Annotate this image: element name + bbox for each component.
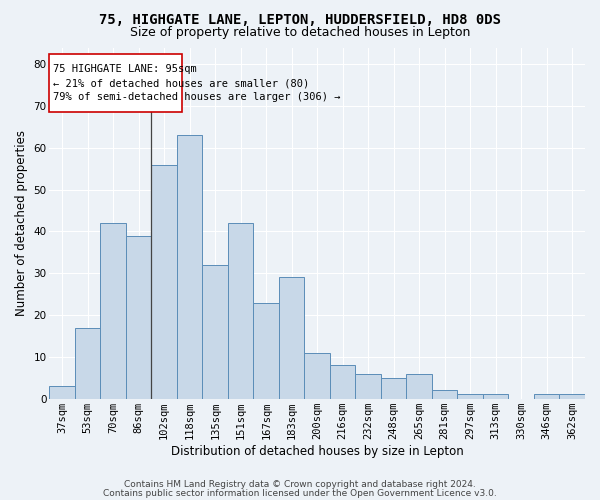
Bar (483, 394, 508, 398)
Bar (381, 378, 406, 398)
Bar (151, 164, 177, 398)
Bar (279, 278, 304, 398)
Bar (559, 394, 585, 398)
Text: 75, HIGHGATE LANE, LEPTON, HUDDERSFIELD, HD8 0DS: 75, HIGHGATE LANE, LEPTON, HUDDERSFIELD,… (99, 12, 501, 26)
Bar (432, 390, 457, 398)
Bar (457, 394, 483, 398)
X-axis label: Distribution of detached houses by size in Lepton: Distribution of detached houses by size … (171, 444, 464, 458)
Bar (534, 394, 559, 398)
Text: Contains HM Land Registry data © Crown copyright and database right 2024.: Contains HM Land Registry data © Crown c… (124, 480, 476, 489)
Bar (100, 223, 126, 398)
Y-axis label: Number of detached properties: Number of detached properties (15, 130, 28, 316)
Bar (304, 352, 330, 399)
Text: 75 HIGHGATE LANE: 95sqm
← 21% of detached houses are smaller (80)
79% of semi-de: 75 HIGHGATE LANE: 95sqm ← 21% of detache… (53, 64, 341, 102)
Bar (202, 265, 228, 398)
Bar (75, 328, 100, 398)
Bar (355, 374, 381, 398)
Text: Contains public sector information licensed under the Open Government Licence v3: Contains public sector information licen… (103, 488, 497, 498)
Bar (177, 136, 202, 398)
Text: Size of property relative to detached houses in Lepton: Size of property relative to detached ho… (130, 26, 470, 39)
Bar (126, 236, 151, 398)
Bar (49, 386, 75, 398)
Bar (330, 365, 355, 398)
Bar (253, 302, 279, 398)
FancyBboxPatch shape (49, 54, 182, 112)
Bar (406, 374, 432, 398)
Bar (228, 223, 253, 398)
